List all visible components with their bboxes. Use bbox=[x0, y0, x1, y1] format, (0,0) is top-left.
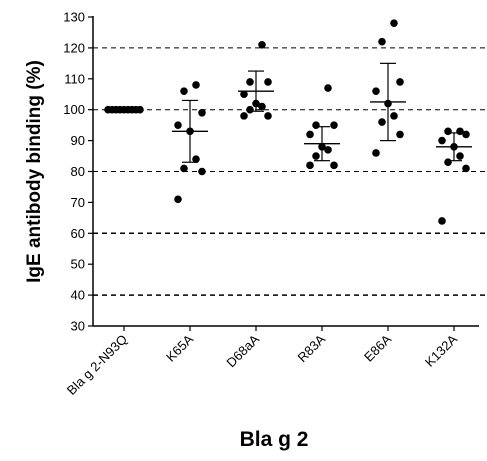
data-point bbox=[180, 164, 188, 173]
y-tick-label: 100 bbox=[63, 102, 85, 117]
data-point bbox=[324, 84, 332, 92]
data-point bbox=[378, 37, 386, 46]
data-point bbox=[330, 121, 338, 129]
y-ticks: 30 40 50 60 70 80 90 100 110 120 130 bbox=[63, 10, 93, 334]
data-point bbox=[462, 130, 470, 139]
data-point bbox=[456, 127, 464, 136]
x-ticks: Bla g 2-N93Q K65A D68aA R83A E86A K132A bbox=[64, 326, 460, 398]
y-tick-label: 120 bbox=[63, 40, 85, 55]
data-point bbox=[390, 19, 398, 27]
data-point bbox=[258, 102, 266, 111]
data-point bbox=[396, 130, 404, 139]
data-point bbox=[192, 155, 200, 163]
data-point bbox=[444, 158, 452, 167]
x-tick-label: R83A bbox=[295, 331, 329, 365]
y-tick-label: 70 bbox=[71, 195, 85, 210]
data-point bbox=[372, 87, 380, 95]
data-point bbox=[246, 105, 254, 114]
data-point bbox=[456, 152, 464, 160]
y-tick-label: 30 bbox=[71, 319, 85, 334]
reference-lines bbox=[93, 47, 487, 296]
y-tick-label: 110 bbox=[64, 71, 85, 86]
y-tick-label: 90 bbox=[71, 133, 85, 148]
data-point bbox=[390, 112, 398, 120]
data-point bbox=[246, 78, 254, 86]
data-point bbox=[306, 130, 314, 139]
y-tick-label: 60 bbox=[71, 226, 85, 241]
data-point bbox=[306, 161, 314, 170]
y-tick-label: 80 bbox=[71, 164, 85, 179]
data-point bbox=[174, 195, 182, 204]
x-tick-label: Bla g 2-N93Q bbox=[64, 332, 130, 398]
data-point bbox=[438, 217, 446, 225]
data-point bbox=[192, 81, 200, 89]
data-point bbox=[378, 118, 386, 126]
data-point bbox=[264, 112, 272, 120]
data-point bbox=[396, 78, 404, 86]
data-point bbox=[240, 112, 248, 120]
y-tick-label: 130 bbox=[63, 10, 85, 25]
data-point bbox=[312, 121, 320, 129]
x-tick-label: D68aA bbox=[223, 331, 262, 370]
data-point bbox=[444, 127, 452, 136]
data-point bbox=[180, 87, 188, 95]
data-point bbox=[312, 152, 320, 160]
data-point bbox=[198, 167, 206, 176]
data-point bbox=[438, 136, 446, 145]
data-point bbox=[324, 146, 332, 154]
x-tick-label: K132A bbox=[422, 331, 460, 369]
data-point bbox=[174, 121, 182, 129]
data-point bbox=[264, 78, 272, 86]
data-point bbox=[330, 161, 338, 170]
y-tick-label: 50 bbox=[71, 257, 85, 272]
data-point bbox=[240, 90, 248, 99]
mean-sd-bars bbox=[106, 62, 472, 163]
x-tick-label: K65A bbox=[163, 331, 196, 364]
data-point bbox=[462, 164, 470, 173]
data-point bbox=[258, 41, 266, 49]
x-tick-label: E86A bbox=[361, 331, 394, 364]
x-axis-title: Bla g 2 bbox=[240, 428, 309, 451]
data-points bbox=[104, 19, 470, 225]
y-axis-title: IgE antibody binding (%) bbox=[24, 60, 45, 283]
data-point bbox=[198, 108, 206, 117]
data-point bbox=[372, 149, 380, 157]
y-tick-label: 40 bbox=[71, 288, 85, 303]
